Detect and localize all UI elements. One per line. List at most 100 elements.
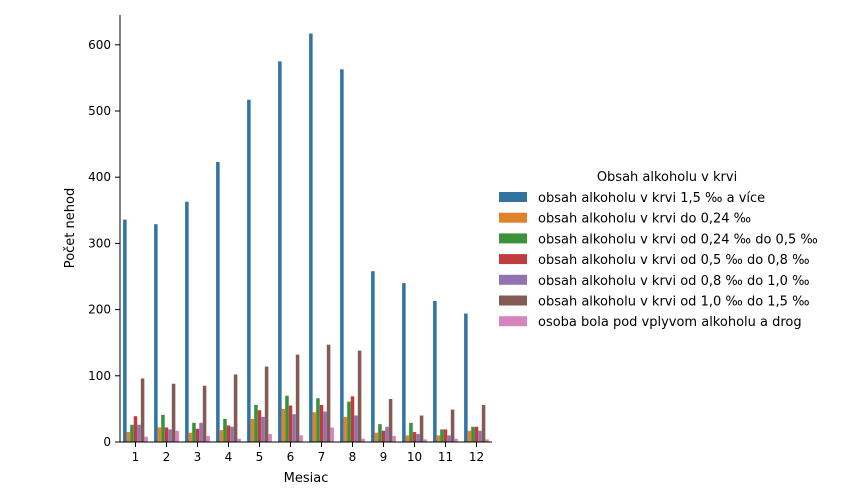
x-tick-label: 12: [469, 450, 484, 464]
bar-s3-m8: [347, 401, 351, 442]
y-tick-label: 600: [88, 38, 111, 52]
y-axis-label: Počet nehod: [63, 188, 78, 268]
bar-s5-m2: [168, 429, 172, 442]
bar-s4-m8: [350, 396, 355, 442]
legend-entry-label: osoba bola pod vplyvom alkoholu a drog: [538, 315, 802, 330]
bar-s5-m12: [478, 430, 482, 442]
legend-swatch: [499, 254, 527, 265]
bar-s5-m7: [323, 411, 327, 442]
x-axis-label: Mesiac: [284, 471, 329, 486]
y-tick-label: 300: [88, 236, 111, 250]
x-tick-label: 2: [163, 450, 171, 464]
bar-s2-m9: [374, 432, 379, 442]
bar-s4-m4: [226, 425, 231, 442]
bar-s7-m12: [485, 439, 489, 442]
x-tick-label: 9: [380, 450, 388, 464]
bar-s4-m12: [474, 426, 479, 442]
bar-s7-m6: [299, 435, 303, 442]
bar-s6-m2: [171, 383, 176, 442]
legend-entry-label: obsah alkoholu v krvi od 1,0 ‰ do 1,5 ‰: [538, 295, 810, 310]
bar-s5-m5: [261, 416, 265, 442]
bar-s1-m7: [309, 33, 313, 443]
bar-s3-m6: [285, 395, 289, 442]
bar-s7-m8: [361, 438, 365, 442]
legend-entry-label: obsah alkoholu v krvi od 0,8 ‰ do 1,0 ‰: [538, 274, 810, 289]
bar-s6-m11: [450, 409, 455, 442]
bar-s7-m1: [144, 436, 148, 442]
bar-s6-m10: [419, 415, 424, 442]
legend-swatch: [499, 233, 527, 244]
bar-s1-m8: [340, 69, 344, 442]
y-ticks: 0 100 200 300 400 500 600: [88, 38, 120, 449]
bar-s7-m2: [175, 430, 179, 442]
legend-entry-label: obsah alkoholu v krvi 1,5 ‰ a více: [538, 191, 765, 206]
bar-s4-m7: [319, 404, 324, 442]
bar-s6-m5: [264, 366, 269, 442]
bar-s2-m6: [281, 408, 286, 442]
bar-s1-m5: [247, 99, 251, 442]
bar-s4-m9: [381, 430, 386, 442]
bar-s5-m8: [354, 415, 358, 442]
bar-s4-m1: [133, 416, 138, 442]
legend-entry-label: obsah alkoholu v krvi od 0,24 ‰ do 0,5 ‰: [538, 232, 818, 247]
bar-s7-m4: [237, 438, 241, 442]
bar-s1-m12: [464, 313, 468, 442]
bar-s3-m2: [161, 414, 165, 442]
bar-s1-m2: [154, 224, 158, 442]
bar-s7-m7: [330, 427, 334, 442]
x-tick-label: 1: [132, 450, 140, 464]
bar-s1-m4: [216, 161, 220, 442]
bar-s2-m3: [188, 432, 193, 442]
bar-s1-m11: [433, 300, 437, 442]
bar-s6-m12: [481, 404, 486, 442]
bar-s5-m11: [447, 435, 451, 442]
bar-s3-m3: [192, 422, 196, 442]
x-tick-label: 5: [256, 450, 264, 464]
bar-s4-m11: [443, 429, 448, 442]
x-tick-label: 11: [438, 450, 453, 464]
legend-title: Obsah alkoholu v krvi: [597, 170, 737, 185]
bar-s2-m11: [436, 435, 441, 442]
bar-s1-m3: [185, 201, 189, 442]
y-tick-label: 200: [88, 303, 111, 317]
bar-s7-m3: [206, 436, 210, 442]
bar-s4-m6: [288, 405, 293, 442]
x-ticks: 1 2 3 4 5 6 7 8 9 10 11 12: [132, 442, 484, 464]
bar-s4-m3: [195, 428, 200, 442]
bar-s3-m9: [378, 424, 382, 442]
bar-s4-m10: [412, 432, 417, 442]
bar-s6-m9: [388, 398, 393, 442]
bar-s7-m10: [423, 439, 427, 442]
bar-s3-m7: [316, 398, 320, 442]
bar-s2-m7: [312, 412, 317, 442]
x-tick-label: 3: [194, 450, 202, 464]
bar-s2-m1: [126, 432, 131, 442]
bar-s3-m4: [223, 418, 227, 442]
bar-s4-m2: [164, 427, 169, 442]
bar-s6-m6: [295, 354, 300, 442]
bar-s3-m12: [471, 426, 475, 442]
x-tick-label: 7: [318, 450, 326, 464]
x-tick-label: 10: [407, 450, 422, 464]
legend-swatch: [499, 192, 527, 202]
bar-s1-m6: [278, 61, 282, 442]
bar-s5-m10: [416, 434, 420, 442]
bar-s5-m4: [230, 426, 234, 442]
legend-swatch: [499, 316, 527, 327]
bar-s5-m3: [199, 422, 203, 442]
bar-s2-m5: [250, 418, 255, 442]
legend-entry-label: obsah alkoholu v krvi do 0,24 ‰: [538, 212, 751, 227]
bar-s4-m5: [257, 410, 262, 442]
x-tick-label: 8: [349, 450, 357, 464]
x-tick-label: 4: [225, 450, 233, 464]
bar-s6-m1: [140, 378, 145, 442]
bar-s6-m4: [233, 374, 238, 442]
bar-s7-m5: [268, 434, 272, 442]
y-tick-label: 0: [103, 435, 111, 449]
bar-s2-m10: [405, 435, 410, 442]
y-tick-label: 100: [88, 369, 111, 383]
bar-s2-m8: [343, 416, 348, 442]
legend-entry-label: obsah alkoholu v krvi od 0,5 ‰ do 0,8 ‰: [538, 253, 810, 268]
bar-s5-m9: [385, 426, 389, 442]
